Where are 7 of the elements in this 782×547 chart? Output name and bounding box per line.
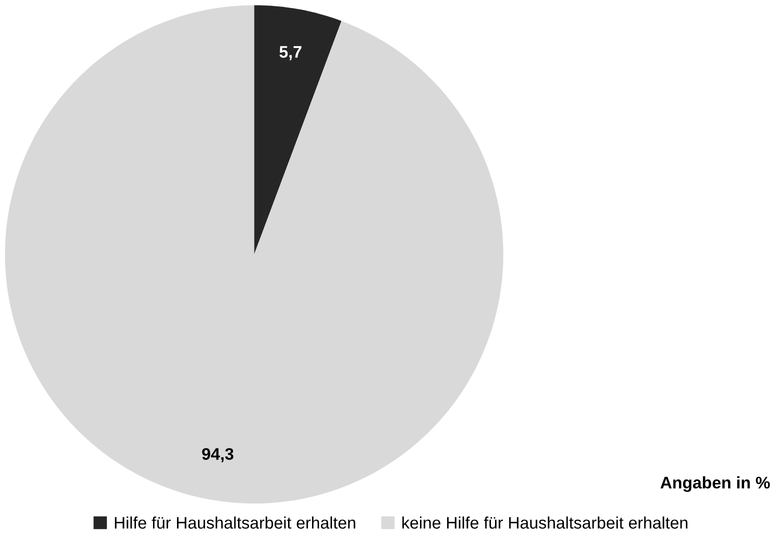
text: Angaben in % (660, 476, 770, 492)
legend-label: keine Hilfe für Haushaltsarbeit erhalten (402, 516, 688, 529)
pie-slice (4, 5, 504, 504)
pie-slice (254, 5, 342, 254)
legend-label: Hilfe für Haushaltsarbeit erhalten (114, 516, 356, 529)
data-label: 5,7 (279, 46, 302, 60)
data-label: 94,3 (202, 448, 234, 462)
